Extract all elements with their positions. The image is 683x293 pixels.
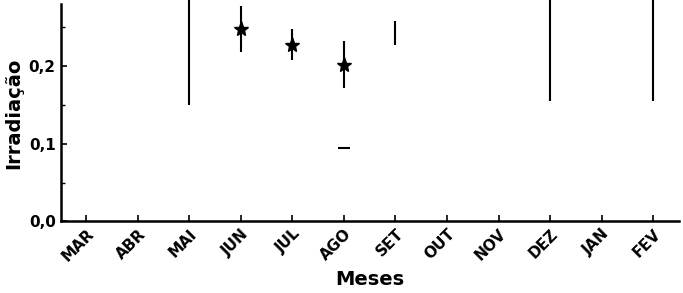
Y-axis label: Irradiação: Irradiação bbox=[4, 57, 23, 168]
X-axis label: Meses: Meses bbox=[335, 270, 404, 289]
